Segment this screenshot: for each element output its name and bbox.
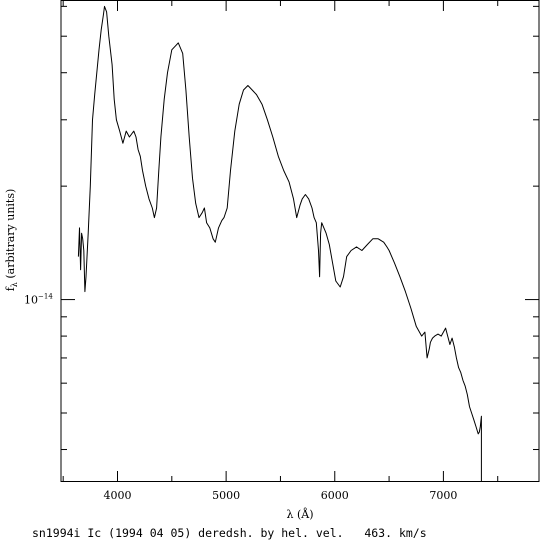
x-tick-label: 4000 — [103, 489, 131, 502]
x-tick-label: 5000 — [212, 489, 240, 502]
y-axis-label-rest: (arbitrary units) — [4, 189, 17, 282]
caption: sn1994i Ic (1994 04 05) deredsh. by hel.… — [32, 526, 427, 540]
tick-labels: 4000 5000 6000 7000 10−14 — [24, 293, 457, 502]
x-tick-label: 7000 — [429, 489, 457, 502]
plot-frame — [60, 0, 540, 482]
svg-text:fλ (arbitrary units): fλ (arbitrary units) — [4, 189, 19, 292]
y-axis-label-main: f — [4, 286, 17, 291]
y-axis-label: fλ (arbitrary units) — [4, 189, 19, 292]
x-axis-label: λ (Å) — [287, 507, 314, 521]
y-axis-label-sub: λ — [10, 282, 19, 287]
y-tick-label: 10−14 — [24, 293, 53, 307]
tick-marks — [61, 1, 539, 481]
spectrum-line — [77, 5, 482, 481]
x-tick-label: 6000 — [321, 489, 349, 502]
